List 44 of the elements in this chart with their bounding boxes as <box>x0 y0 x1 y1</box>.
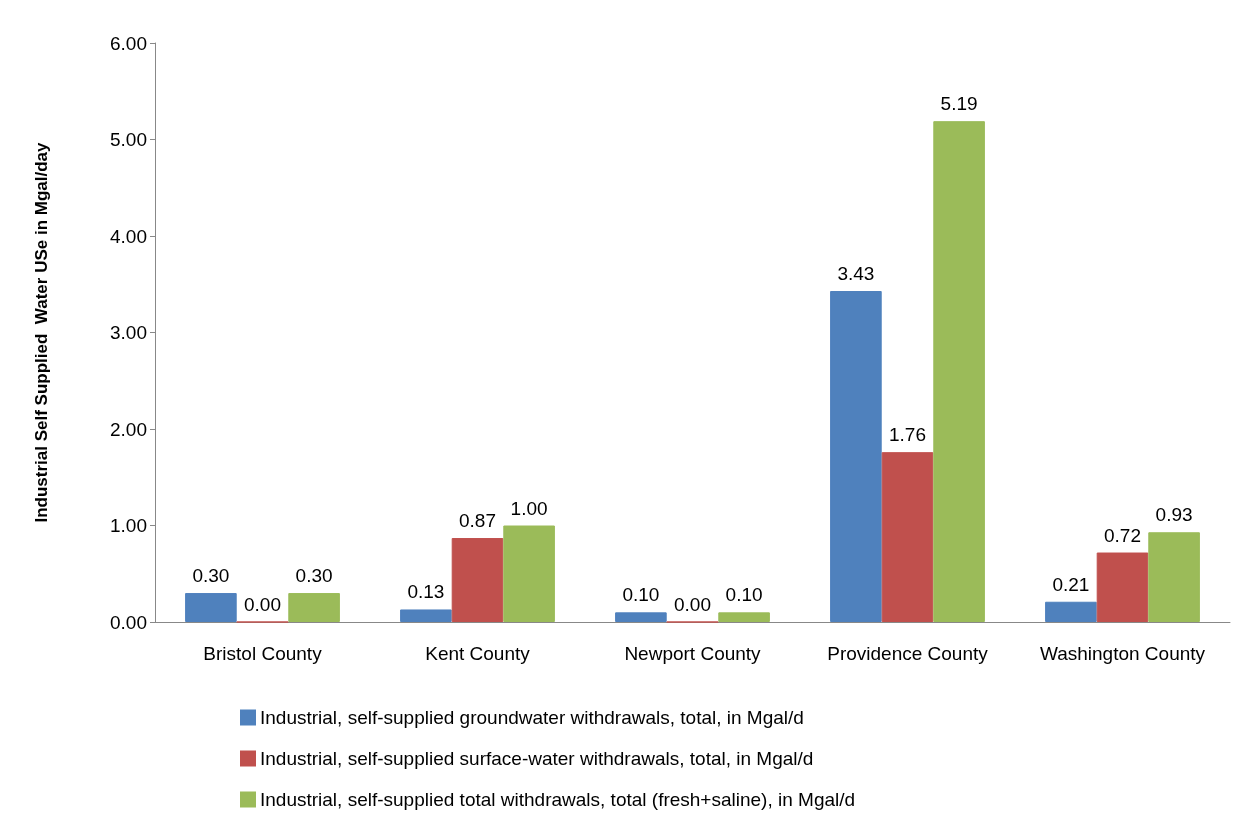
data-label: 0.10 <box>725 584 763 606</box>
data-label: 3.43 <box>837 263 875 285</box>
bar <box>1096 552 1149 622</box>
data-label: 1.76 <box>889 424 926 446</box>
bar <box>830 291 882 622</box>
data-label: 0.87 <box>459 510 496 532</box>
data-label: 0.21 <box>1052 573 1090 595</box>
bar <box>933 121 985 622</box>
bar <box>1045 601 1097 622</box>
data-label: 0.00 <box>244 593 281 615</box>
y-tick-label: 2.00 <box>110 418 147 440</box>
y-tick-label: 3.00 <box>110 322 147 343</box>
y-axis-title: Industrial Self Supplied Water USe in Mgal/day <box>32 141 51 523</box>
data-label: 0.93 <box>1155 504 1193 526</box>
bar <box>718 612 770 622</box>
data-label: 0.10 <box>622 584 660 606</box>
bar <box>185 593 237 622</box>
y-tick-label: 1.00 <box>110 515 147 536</box>
data-label: 0.00 <box>674 593 711 615</box>
x-tick-label: Kent County <box>425 643 531 664</box>
bar <box>503 525 555 622</box>
bar <box>400 609 452 622</box>
x-tick-label: Washington County <box>1039 643 1206 664</box>
data-label: 0.72 <box>1104 524 1141 546</box>
legend-label: Industrial, self-supplied groundwater withdrawals, total, in Mgal/d <box>260 707 804 728</box>
data-label: 0.30 <box>295 565 333 587</box>
bar <box>288 593 340 622</box>
data-label: 0.13 <box>407 581 445 603</box>
data-label: 1.00 <box>510 497 548 519</box>
y-tick-label: 5.00 <box>110 129 147 150</box>
legend-label: Industrial, self-supplied total withdrawals, total (fresh+saline), in Mgal/d <box>260 789 856 810</box>
y-tick-label: 4.00 <box>110 225 147 247</box>
data-label: 0.30 <box>192 565 230 587</box>
x-tick-label: Providence County <box>827 643 989 664</box>
x-tick-label: Newport County <box>624 643 762 664</box>
y-tick-label: 6.00 <box>110 32 147 54</box>
data-label: 5.19 <box>940 93 978 115</box>
y-tick-label: 0.00 <box>110 611 147 633</box>
legend-label: Industrial, self-supplied surface-water withdrawals, total, in Mgal/d <box>260 748 814 769</box>
bar <box>1148 532 1200 622</box>
bar <box>451 538 504 622</box>
bar <box>615 612 667 622</box>
x-tick-label: Bristol County <box>203 643 323 664</box>
bar <box>881 452 934 622</box>
